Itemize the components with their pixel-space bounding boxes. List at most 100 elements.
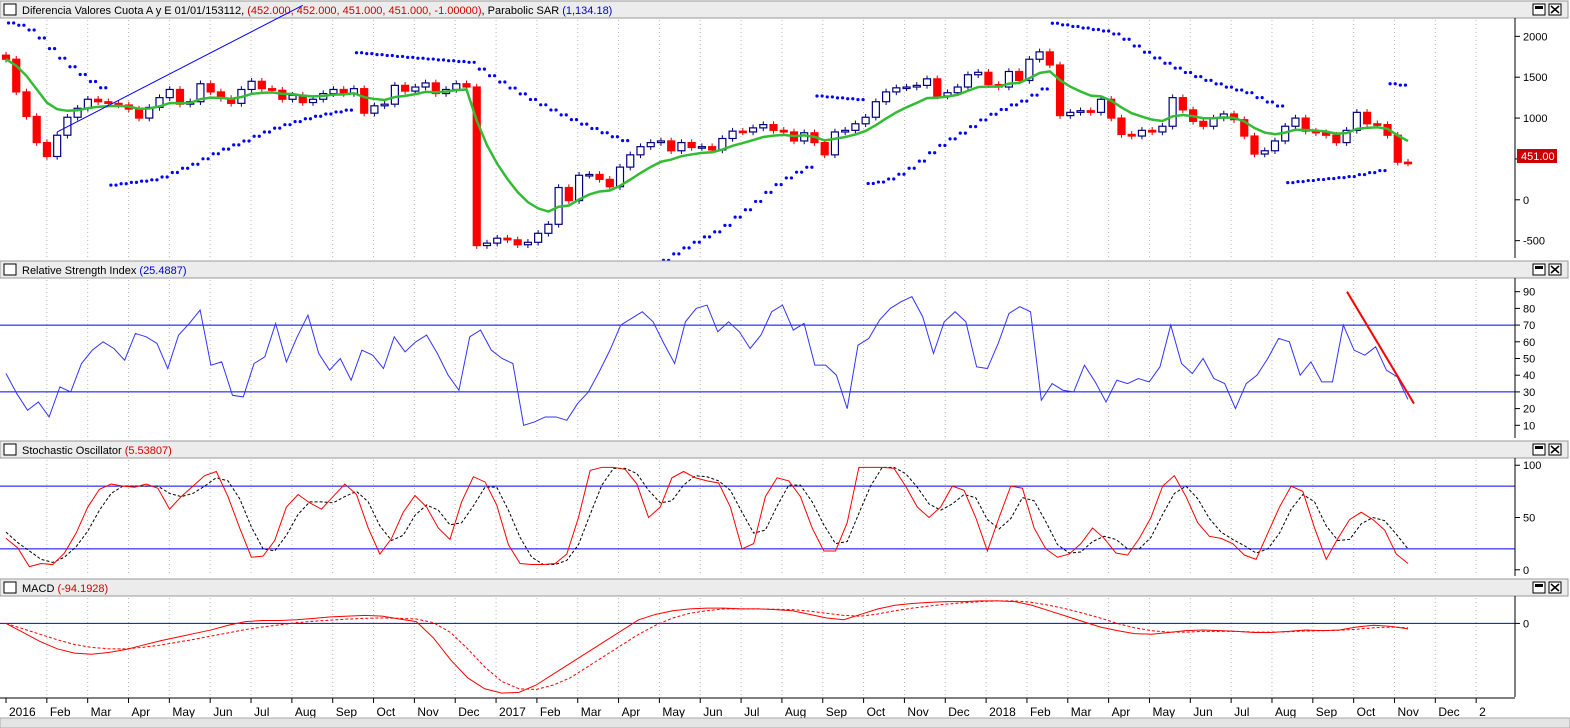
macd-panel-title: MACD (-94.1928)	[22, 583, 108, 595]
stoch-menu-icon[interactable]	[3, 443, 17, 456]
stoch-maximize-icon[interactable]	[1532, 443, 1546, 456]
price-title-prefix: Diferencia Valores Cuota A y E 01/01/153…	[22, 5, 247, 17]
candle-body	[134, 108, 144, 119]
time-label: May	[1152, 705, 1175, 719]
sar-dot	[840, 96, 845, 100]
horizontal-scrollbar[interactable]	[0, 717, 1570, 728]
rsi-title-bar	[0, 260, 1569, 279]
sar-dot	[124, 182, 128, 186]
candle-body	[963, 74, 973, 88]
sar-dot	[83, 72, 87, 77]
sar-dot	[334, 110, 338, 114]
sar-dot	[1393, 82, 1397, 86]
axis-tick-label: -500	[1523, 236, 1545, 248]
candle-body	[708, 146, 717, 151]
sar-dot	[1194, 75, 1198, 79]
sar-dot	[979, 118, 983, 122]
sar-dot	[922, 159, 927, 163]
sar-dot	[242, 139, 246, 143]
sar-dot	[375, 52, 379, 57]
macd-maximize-icon[interactable]	[1532, 581, 1546, 594]
stoch-close-icon-glyph	[1550, 445, 1560, 454]
price-plot-area	[1, 4, 1477, 276]
sar-dot	[513, 86, 517, 90]
sar-dot	[825, 95, 829, 99]
sar-dot	[1265, 100, 1269, 104]
candle-body	[738, 130, 747, 134]
sar-dot	[1383, 169, 1387, 173]
candle-body	[1158, 125, 1167, 133]
sar-dot	[1357, 172, 1361, 177]
sar-dot	[974, 125, 978, 129]
sar-dot	[815, 94, 819, 98]
sar-dot	[1245, 91, 1249, 95]
sar-dot	[1148, 50, 1152, 54]
axis-tick-label: 10	[1523, 420, 1535, 432]
sar-dot	[155, 178, 159, 182]
candle-body	[1342, 129, 1351, 144]
sar-dot	[1209, 78, 1213, 83]
sar-dot	[226, 147, 231, 151]
axis-tick-label: 50	[1523, 513, 1535, 525]
sar-dot	[953, 137, 957, 141]
sar-dot	[533, 97, 538, 102]
sar-dot	[165, 175, 169, 179]
sar-dot	[1301, 179, 1305, 184]
maximize-icon[interactable]	[1532, 3, 1546, 16]
sar-dot	[723, 223, 727, 227]
sar-dot	[912, 166, 916, 170]
sar-dot	[211, 152, 215, 156]
candle-body	[953, 86, 962, 94]
axis-tick-label: 50	[1523, 354, 1535, 366]
candle-body	[1107, 98, 1116, 119]
sar-dot	[237, 143, 241, 147]
axis-tick-label: 60	[1523, 337, 1535, 349]
sar-dot	[605, 131, 609, 135]
price-ohlc-values: (452.000, 452.000, 451.000, 451.000, -1.…	[247, 5, 481, 17]
sar-dot	[99, 86, 103, 90]
sar-dot	[380, 52, 384, 57]
candle-body	[503, 237, 512, 241]
sar-dot	[1050, 21, 1054, 25]
sar-dot	[620, 139, 625, 143]
sar-dot	[764, 190, 768, 194]
maximize-icon-bar	[1535, 6, 1543, 9]
candle-body	[564, 186, 573, 202]
sar-dot	[114, 183, 118, 187]
sar-dot	[170, 170, 174, 175]
sar-dot	[984, 118, 988, 122]
sar-dot	[610, 135, 614, 139]
sar-dot	[53, 47, 57, 51]
time-label: Jun	[703, 705, 722, 719]
sar-dot	[958, 131, 962, 135]
sar-dot	[273, 126, 277, 130]
macd-close-icon-glyph	[1550, 583, 1560, 592]
stoch-title: Stochastic Oscillator	[22, 445, 125, 457]
rsi-close-icon-glyph	[1550, 265, 1560, 274]
candle-body	[257, 80, 266, 90]
candle-body	[1178, 97, 1187, 111]
sar-dot	[232, 143, 236, 147]
sar-dot	[1183, 70, 1188, 75]
sar-dot	[1040, 87, 1044, 91]
sar-dot	[329, 112, 333, 116]
sar-dot	[861, 98, 865, 102]
sar-dot	[493, 74, 497, 78]
time-label: Jul	[1234, 705, 1249, 719]
sar-dot	[298, 119, 302, 124]
candle-body	[513, 239, 522, 246]
sar-dot	[1255, 96, 1259, 100]
sar-dot	[1342, 176, 1346, 180]
price-title-bar	[0, 0, 1569, 19]
macd-menu-icon[interactable]	[3, 581, 17, 594]
time-label: Mar	[91, 705, 112, 719]
candle-body	[595, 173, 604, 180]
candle-body	[206, 83, 215, 93]
rsi-maximize-icon[interactable]	[1532, 263, 1546, 276]
window-menu-icon[interactable]	[3, 3, 17, 16]
sar-dot	[1117, 32, 1121, 36]
sar-dot	[933, 151, 937, 155]
sar-dot	[733, 215, 737, 219]
sar-dot	[1240, 88, 1244, 92]
rsi-menu-icon[interactable]	[3, 263, 17, 276]
